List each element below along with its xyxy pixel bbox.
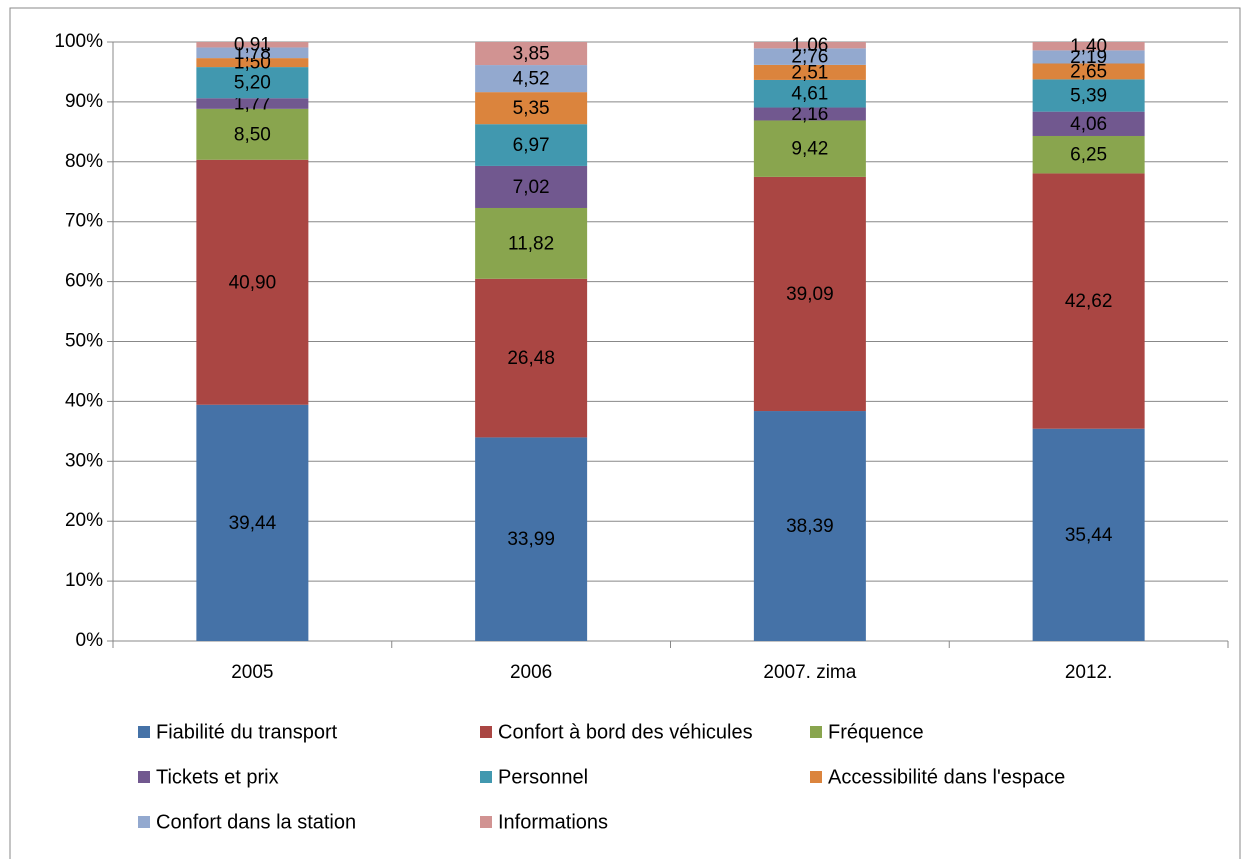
bar-segment xyxy=(475,207,588,279)
legend-swatch xyxy=(138,816,150,828)
y-tick-label: 40% xyxy=(65,390,103,411)
data-label: 1,78 xyxy=(234,43,271,64)
y-tick-label: 50% xyxy=(65,331,103,352)
data-label: 4,61 xyxy=(791,84,828,105)
x-tick-label: 2012. xyxy=(1065,662,1113,683)
data-label: 7,02 xyxy=(513,177,550,198)
bar-segment xyxy=(475,278,588,438)
bar-segment xyxy=(753,48,866,65)
data-label: 39,44 xyxy=(229,513,277,534)
bar-segment xyxy=(196,47,309,59)
bar-segment xyxy=(196,159,309,405)
data-label: 42,62 xyxy=(1065,291,1113,312)
x-tick-label: 2005 xyxy=(231,662,273,683)
bar-segment xyxy=(475,165,588,208)
bar-segment xyxy=(475,42,588,66)
bar-segment xyxy=(1032,79,1145,112)
y-tick-label: 30% xyxy=(65,450,103,471)
data-label: 39,09 xyxy=(786,284,834,305)
data-label: 2,19 xyxy=(1070,47,1107,68)
legend-text: Tickets et prix xyxy=(156,766,279,788)
bar-segment xyxy=(753,411,866,641)
bar-segment xyxy=(196,67,309,99)
data-label: 2,65 xyxy=(1070,61,1107,82)
bar-segment xyxy=(475,437,588,641)
legend-swatch xyxy=(810,771,822,783)
data-label: 40,90 xyxy=(229,272,277,293)
bar-segment xyxy=(1032,428,1145,641)
legend-swatch xyxy=(138,726,150,738)
x-tick-label: 2007. zima xyxy=(763,662,856,683)
data-label: 26,48 xyxy=(507,348,555,369)
bar-segment xyxy=(196,58,309,68)
bar-segment xyxy=(753,120,866,177)
data-label: 2,76 xyxy=(791,47,828,68)
y-tick-label: 80% xyxy=(65,151,103,172)
bar-segment xyxy=(753,107,866,121)
data-label: 5,39 xyxy=(1070,86,1107,107)
legend-swatch xyxy=(480,816,492,828)
legend-swatch xyxy=(138,771,150,783)
data-label: 1,77 xyxy=(234,94,271,115)
bar-segment xyxy=(475,65,588,93)
bar-segment xyxy=(753,79,866,108)
data-label: 33,99 xyxy=(507,529,555,550)
y-tick-label: 0% xyxy=(76,630,104,651)
bar-segment xyxy=(196,42,309,48)
y-tick-label: 10% xyxy=(65,570,103,591)
data-label: 1,40 xyxy=(1070,36,1107,57)
legend-text: Confort dans la station xyxy=(156,811,356,833)
bar-segment xyxy=(1032,173,1145,429)
data-label: 35,44 xyxy=(1065,525,1113,546)
y-tick-label: 60% xyxy=(65,271,103,292)
data-label: 4,52 xyxy=(513,69,550,90)
legend-swatch xyxy=(810,726,822,738)
data-label: 3,85 xyxy=(513,44,550,65)
data-label: 2,16 xyxy=(791,104,828,125)
bar-segment xyxy=(1032,111,1145,136)
data-label: 8,50 xyxy=(234,124,271,145)
data-label: 38,39 xyxy=(786,516,834,537)
bar-segment xyxy=(1032,135,1145,174)
bar-segment xyxy=(753,42,866,49)
data-label: 5,20 xyxy=(234,73,271,94)
data-label: 6,97 xyxy=(513,135,550,156)
y-tick-label: 100% xyxy=(54,31,103,52)
data-label: 6,25 xyxy=(1070,145,1107,166)
data-label: 0,91 xyxy=(234,35,271,56)
y-tick-label: 20% xyxy=(65,510,103,531)
legend-swatch xyxy=(480,726,492,738)
data-label: 5,35 xyxy=(513,98,550,119)
bar-segment xyxy=(1032,63,1145,80)
legend-text: Personnel xyxy=(498,766,588,788)
y-tick-label: 70% xyxy=(65,211,103,232)
legend-text: Fiabilité du transport xyxy=(156,721,338,743)
bar-segment xyxy=(196,108,309,160)
bar-segment xyxy=(475,124,588,166)
data-label: 9,42 xyxy=(791,139,828,160)
y-tick-label: 90% xyxy=(65,91,103,112)
data-label: 11,82 xyxy=(508,233,554,254)
legend-text: Confort à bord des véhicules xyxy=(498,721,753,743)
legend-text: Accessibilité dans l'espace xyxy=(828,766,1065,788)
bar-segment xyxy=(196,98,309,109)
data-label: 4,06 xyxy=(1070,114,1107,135)
bar-segment xyxy=(1032,50,1145,64)
bar-segment xyxy=(753,176,866,412)
legend-swatch xyxy=(480,771,492,783)
legend-text: Fréquence xyxy=(828,721,924,743)
data-label: 1,06 xyxy=(791,35,828,56)
bar-segment xyxy=(475,92,588,125)
x-tick-label: 2006 xyxy=(510,662,552,683)
bar-segment xyxy=(196,404,309,641)
data-label: 2,51 xyxy=(791,62,828,83)
bar-segment xyxy=(753,64,866,80)
bar-segment xyxy=(1032,42,1145,51)
legend-text: Informations xyxy=(498,811,608,833)
